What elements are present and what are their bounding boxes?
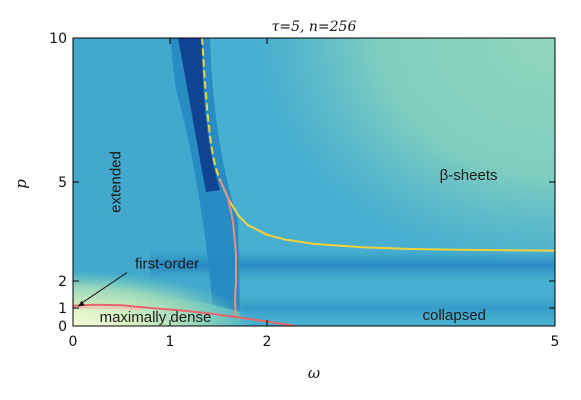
label-maximally-dense: maximally dense [100, 309, 212, 326]
boundary-line-4 [73, 303, 297, 326]
label-beta-sheets: β-sheets [440, 167, 498, 184]
boundary-line-2 [219, 179, 555, 252]
first-order-arrow [80, 272, 128, 305]
y-tick-label: 2 [58, 274, 67, 290]
y-tick-label: 5 [58, 175, 67, 191]
boundary-line-1 [201, 38, 222, 182]
y-tick-label: 10 [49, 31, 67, 47]
y-tick-label: 0 [58, 319, 67, 335]
label-collapsed: collapsed [423, 307, 486, 324]
y-tick-label: 1 [58, 301, 67, 317]
phase-boundaries [73, 38, 555, 326]
y-axis-label: p [12, 179, 30, 189]
heatmap-field [73, 38, 555, 326]
y-axis-ticks: 0 1 2 5 10 [49, 31, 555, 335]
region-annotations: extended first-order maximally dense β-shee… [77, 151, 498, 326]
x-tick-label: 2 [263, 334, 272, 350]
label-first-order: first-order [135, 255, 199, 272]
boundary-line-3 [219, 179, 237, 318]
boundary-line-5 [73, 306, 142, 311]
first-order-arrowhead [77, 300, 85, 307]
label-extended: extended [108, 151, 125, 213]
chart-title: τ=5, n=256 [272, 19, 357, 35]
x-axis-label: ω [308, 364, 320, 382]
x-tick-label: 0 [69, 334, 78, 350]
x-axis-ticks: 0 1 2 5 [69, 38, 560, 350]
x-tick-label: 5 [551, 334, 560, 350]
x-tick-label: 1 [166, 334, 175, 350]
